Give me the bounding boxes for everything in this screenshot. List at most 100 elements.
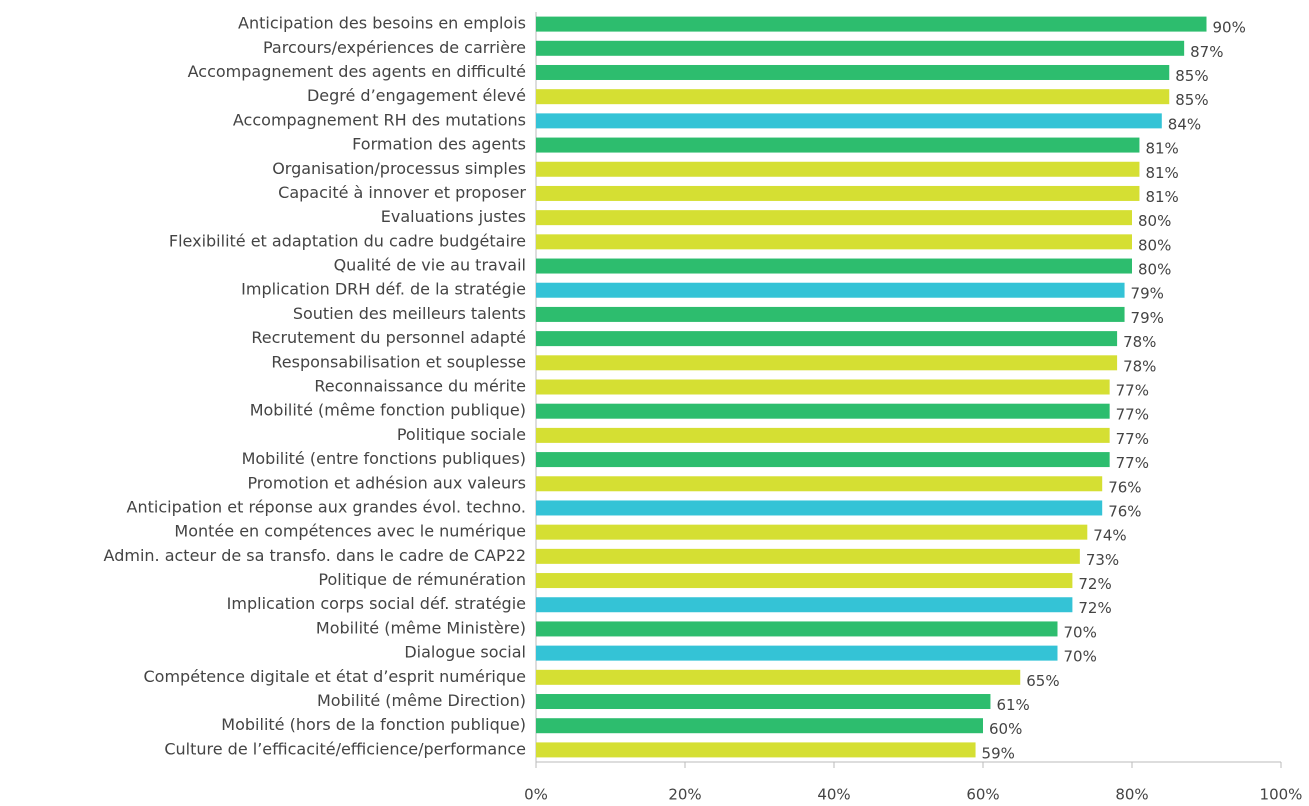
bar [536,89,1170,105]
y-tick-label: Mobilité (même Direction) [317,691,526,710]
bar [536,379,1110,395]
y-tick-label: Anticipation des besoins en emplois [238,14,526,33]
value-label: 77% [1116,382,1149,400]
value-label: 77% [1116,454,1149,472]
value-label: 73% [1086,551,1119,569]
y-tick-label: Degré d’engagement élevé [307,86,526,105]
value-label: 70% [1064,648,1097,666]
value-label: 81% [1145,140,1178,158]
value-label: 80% [1138,261,1171,279]
value-label: 76% [1108,478,1141,496]
value-label: 79% [1131,309,1164,327]
value-label: 85% [1175,67,1208,85]
y-tick-label: Culture de l’efficacité/efficience/perfo… [164,739,526,758]
y-tick-label: Responsabilisation et souplesse [271,352,526,371]
bar [536,621,1058,637]
y-tick-label: Accompagnement RH des mutations [233,110,526,129]
bar [536,306,1125,322]
value-label: 77% [1116,406,1149,424]
bar [536,597,1073,613]
value-label: 60% [989,720,1022,738]
bar [536,40,1185,56]
bar [536,573,1073,589]
value-label: 85% [1175,91,1208,109]
bar [536,210,1132,226]
x-tick-label: 100% [1260,786,1303,804]
value-label: 80% [1138,236,1171,254]
bar [536,331,1118,347]
value-label: 59% [982,744,1015,762]
y-tick-label: Accompagnement des agents en difficulté [188,62,526,81]
y-tick-label: Mobilité (entre fonctions publiques) [242,449,526,468]
y-tick-label: Flexibilité et adaptation du cadre budgé… [169,231,526,250]
y-tick-label: Reconnaissance du mérite [314,377,526,396]
bar [536,258,1132,274]
x-tick-label: 60% [966,786,999,804]
value-label: 61% [996,696,1029,714]
value-label: 87% [1190,43,1223,61]
x-tick-label: 80% [1115,786,1148,804]
y-tick-label: Soutien des meilleurs talents [293,304,526,323]
value-label: 77% [1116,430,1149,448]
value-label: 79% [1131,285,1164,303]
bar [536,137,1140,153]
y-tick-label: Dialogue social [404,643,526,662]
y-tick-label: Implication DRH déf. de la stratégie [241,280,526,299]
value-label: 81% [1145,188,1178,206]
y-tick-label: Montée en compétences avec le numérique [174,522,526,541]
bar [536,500,1103,516]
y-tick-label: Capacité à innover et proposer [278,183,526,202]
value-label: 72% [1078,575,1111,593]
value-label: 70% [1064,623,1097,641]
y-tick-label: Organisation/processus simples [272,159,526,178]
y-tick-label: Mobilité (hors de la fonction publique) [221,715,526,734]
y-tick-label: Evaluations justes [381,207,526,226]
y-tick-label: Politique sociale [397,425,526,444]
y-tick-label: Compétence digitale et état d’esprit num… [143,667,526,686]
bar [536,185,1140,201]
bar [536,427,1110,443]
bar [536,403,1110,419]
value-label: 81% [1145,164,1178,182]
value-label: 65% [1026,672,1059,690]
bar [536,669,1021,685]
y-tick-label: Mobilité (même Ministère) [316,618,526,637]
bar [536,452,1110,468]
y-tick-label: Recrutement du personnel adapté [251,328,526,347]
bar [536,282,1125,298]
y-tick-label: Admin. acteur de sa transfo. dans le cad… [104,546,526,565]
y-tick-label: Qualité de vie au travail [334,256,526,275]
value-label: 78% [1123,357,1156,375]
value-label: 76% [1108,502,1141,520]
y-tick-label: Mobilité (même fonction publique) [250,401,526,420]
bar [536,113,1162,129]
y-tick-label: Formation des agents [352,135,526,154]
bar [536,64,1170,80]
bar [536,524,1088,540]
x-tick-label: 20% [668,786,701,804]
value-label: 72% [1078,599,1111,617]
y-tick-label: Promotion et adhésion aux valeurs [247,473,526,492]
value-label: 74% [1093,527,1126,545]
bar [536,694,991,710]
bar [536,742,976,758]
y-tick-label: Politique de rémunération [318,570,526,589]
value-label: 84% [1168,115,1201,133]
bar [536,645,1058,661]
x-tick-label: 40% [817,786,850,804]
value-label: 78% [1123,333,1156,351]
bar [536,548,1080,564]
bar [536,234,1132,250]
y-tick-label: Anticipation et réponse aux grandes évol… [127,497,526,516]
y-tick-label: Implication corps social déf. stratégie [227,594,526,613]
bar [536,476,1103,492]
bar [536,718,983,734]
bar [536,161,1140,177]
bar [536,355,1118,371]
x-tick-label: 0% [524,786,548,804]
value-label: 80% [1138,212,1171,230]
y-tick-label: Parcours/expériences de carrière [263,38,526,57]
value-label: 90% [1213,19,1246,37]
bar [536,16,1207,32]
